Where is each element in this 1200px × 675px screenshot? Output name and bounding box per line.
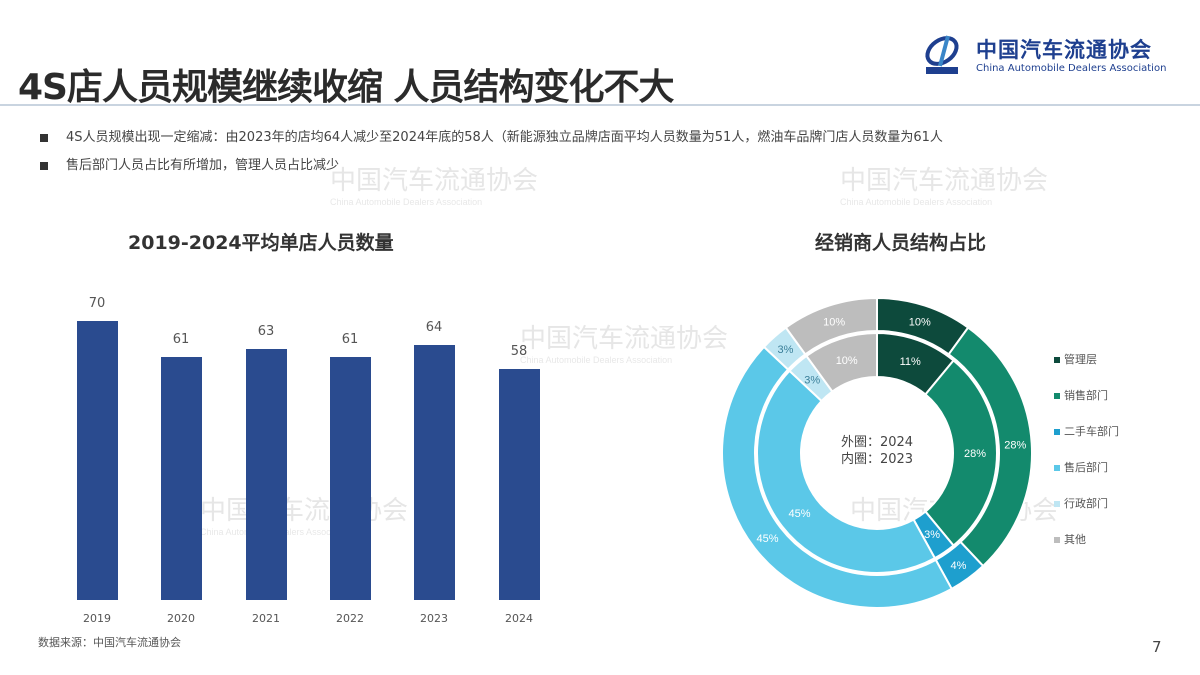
bar-2021 <box>246 349 287 600</box>
segment-label: 3% <box>777 344 793 356</box>
bar-2024 <box>499 369 540 600</box>
segment-label: 10% <box>836 355 858 367</box>
ring-labels: 10% 28% 4% 45% 3% 10% 11% 28% 3% 45% 3% 10% <box>757 316 1027 572</box>
legend-item-management: 管理层 <box>1054 352 1119 388</box>
legend-swatch-icon <box>1054 357 1060 363</box>
donut-segment <box>784 296 878 356</box>
bullet-list: 4S人员规模出现一定缩减：由2023年的店均64人减少至2024年底的58人（新… <box>38 126 1178 178</box>
bar-2020 <box>161 357 202 600</box>
legend-item-sales: 销售部门 <box>1054 388 1119 424</box>
segment-label: 45% <box>757 533 779 545</box>
bar-chart-title: 2019-2024平均单店人员数量 <box>128 232 394 254</box>
cada-logo: 中国汽车流通协会 China Automobile Dealers Associ… <box>922 30 1182 80</box>
bar-value-label: 63 <box>257 324 275 339</box>
segment-label: 45% <box>789 508 811 520</box>
x-axis-label: 2020 <box>167 612 195 625</box>
segment-label: 3% <box>924 529 940 541</box>
logo-en-text: China Automobile Dealers Association <box>976 63 1167 74</box>
donut-chart: 10% 28% 4% 45% 3% 10% 11% 28% 3% 45% 3% 10% <box>721 296 1033 609</box>
page-number: 7 <box>1152 638 1162 656</box>
legend-item-other: 其他 <box>1054 532 1119 568</box>
donut-segment <box>805 331 878 393</box>
legend-item-after-sales: 售后部门 <box>1054 460 1119 496</box>
segment-label: 28% <box>1004 439 1026 451</box>
slide-title: 4S店人员规模继续收缩 人员结构变化不大 <box>18 67 675 108</box>
x-axis-label: 2021 <box>252 612 280 625</box>
donut-center-label: 外圈：2024 内圈：2023 <box>840 435 914 467</box>
title-divider <box>0 104 1200 106</box>
outer-ring-2024 <box>721 296 1033 609</box>
bar-2023 <box>414 345 455 600</box>
segment-label: 10% <box>909 316 931 328</box>
donut-chart-title: 经销商人员结构占比 <box>815 232 987 254</box>
x-axis-label: 2022 <box>336 612 364 625</box>
bar-2019 <box>77 321 118 600</box>
bar-value-label: 58 <box>510 344 528 359</box>
legend-item-used-car: 二手车部门 <box>1054 424 1119 460</box>
donut-legend: 管理层 销售部门 二手车部门 售后部门 行政部门 其他 <box>1054 352 1119 568</box>
cada-logo-icon <box>925 35 959 74</box>
bullet-square-icon <box>40 134 48 142</box>
donut-segment <box>721 345 954 609</box>
legend-swatch-icon <box>1054 501 1060 507</box>
segment-label: 28% <box>964 448 986 460</box>
segment-label: 10% <box>823 316 845 328</box>
bullet-square-icon <box>40 162 48 170</box>
legend-swatch-icon <box>1054 537 1060 543</box>
legend-swatch-icon <box>1054 393 1060 399</box>
x-axis-label: 2024 <box>505 612 533 625</box>
logo-cn-text: 中国汽车流通协会 <box>976 37 1152 62</box>
bar-value-label: 64 <box>425 320 443 335</box>
bar-2022 <box>330 357 371 600</box>
legend-swatch-icon <box>1054 465 1060 471</box>
inner-ring-2023 <box>756 331 998 574</box>
segment-label: 3% <box>804 374 820 386</box>
bullet-item: 售后部门人员占比有所增加，管理人员占比减少 <box>38 154 1178 178</box>
legend-swatch-icon <box>1054 429 1060 435</box>
x-axis-label: 2023 <box>420 612 448 625</box>
segment-label: 11% <box>900 356 921 368</box>
data-source-note: 数据来源：中国汽车流通协会 <box>38 636 181 649</box>
legend-item-admin: 行政部门 <box>1054 496 1119 532</box>
bar-value-label: 61 <box>341 332 359 347</box>
bar-value-label: 61 <box>172 332 190 347</box>
segment-label: 4% <box>950 560 966 572</box>
donut-segment <box>924 359 998 547</box>
bullet-item: 4S人员规模出现一定缩减：由2023年的店均64人减少至2024年底的58人（新… <box>38 126 1178 150</box>
bar-value-label: 70 <box>88 296 106 311</box>
x-axis-label: 2019 <box>83 612 111 625</box>
donut-segment <box>756 369 937 574</box>
